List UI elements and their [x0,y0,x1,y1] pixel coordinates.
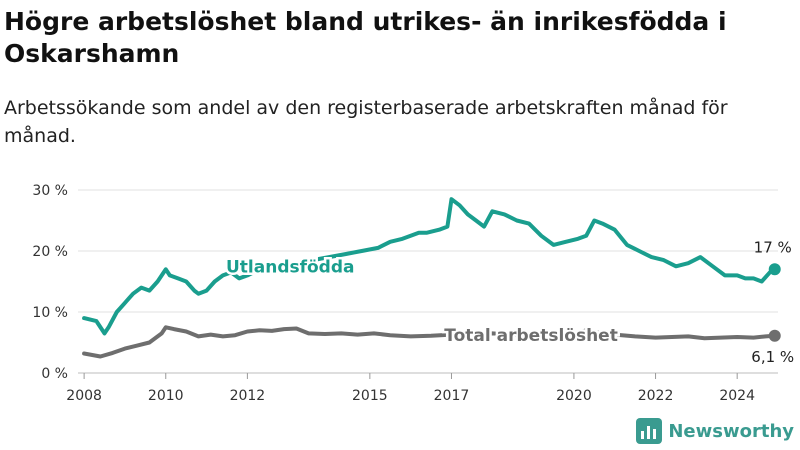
x-tick-label: 2022 [638,388,674,404]
brand-name: Newsworthy [668,420,794,442]
series-end-marker [768,263,781,276]
y-tick-label: 30 % [32,183,68,199]
series-label-utlandsfodda: Utlandsfödda [226,257,355,277]
x-tick-label: 2010 [148,388,184,404]
y-axis-tick-labels: 0 % 10 % 20 % 30 % [32,183,68,382]
series-line-utlandsfodda [82,197,777,336]
chart-title: Högre arbetslöshet bland utrikes- än inr… [4,7,727,68]
series-line-total [82,325,777,359]
x-tick-label: 2020 [556,388,592,404]
y-tick-label: 0 % [41,366,68,382]
x-axis: 2008 2010 2012 2015 2017 2020 2022 2024 [66,373,755,404]
x-tick-label: 2008 [66,388,102,404]
chart-subtitle: Arbetssökande som andel av den registerb… [4,97,728,147]
series-label-total: Total arbetslöshet [444,326,618,346]
series-lines [82,197,781,359]
series-end-label: 6,1 % [751,348,794,366]
bar-chart-logo-icon [636,418,663,444]
x-tick-label: 2015 [352,388,388,404]
newsworthy-logo: Newsworthy [636,418,794,444]
x-tick-label: 2024 [719,388,755,404]
y-tick-label: 10 % [32,305,68,321]
series-labels: 17 % 6,1 % Utlandsfödda Total arbetslöshet [223,238,794,366]
series-end-marker [768,329,781,342]
series-end-label: 17 % [754,238,792,256]
x-tick-label: 2017 [434,388,470,404]
y-tick-label: 20 % [32,244,68,260]
gridlines [78,189,778,374]
x-tick-label: 2012 [230,388,266,404]
